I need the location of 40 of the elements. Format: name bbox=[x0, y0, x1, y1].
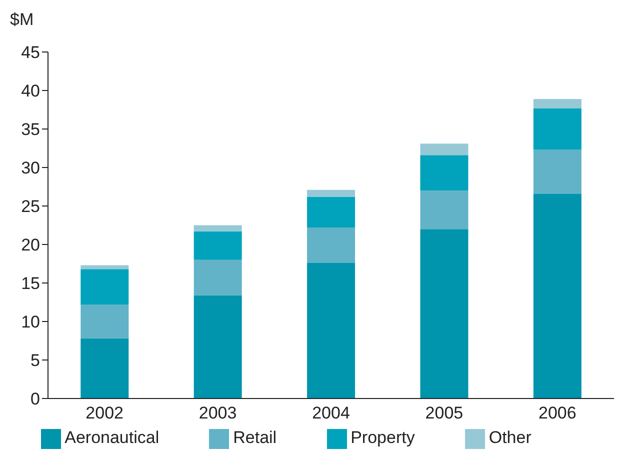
bar bbox=[307, 190, 356, 197]
y-tick-label: 20 bbox=[21, 236, 40, 255]
legend-label: Aeronautical bbox=[64, 428, 160, 448]
bar bbox=[80, 338, 129, 398]
x-tick-label: 2003 bbox=[198, 404, 237, 423]
bar bbox=[533, 108, 582, 150]
y-tick-label: 0 bbox=[30, 390, 40, 409]
y-tick-label: 25 bbox=[21, 197, 40, 216]
bar bbox=[307, 196, 356, 228]
bar bbox=[80, 304, 129, 338]
bar bbox=[420, 229, 468, 398]
bar bbox=[420, 144, 468, 156]
y-tick-label: 10 bbox=[21, 312, 40, 332]
y-axis-title: $M bbox=[10, 10, 34, 30]
x-tick-label: 2006 bbox=[538, 404, 576, 423]
bar bbox=[194, 295, 242, 398]
y-tick-label: 5 bbox=[30, 351, 40, 370]
x-tick-label: 2002 bbox=[86, 404, 124, 423]
bar bbox=[80, 269, 129, 305]
bar bbox=[194, 231, 242, 260]
legend-label: Retail bbox=[233, 428, 277, 448]
bar bbox=[533, 98, 582, 108]
bar bbox=[194, 260, 242, 296]
bar bbox=[307, 262, 356, 398]
y-tick-label: 30 bbox=[21, 158, 40, 178]
y-tick-label: 15 bbox=[21, 274, 40, 294]
bar bbox=[533, 194, 582, 398]
bar bbox=[420, 190, 468, 230]
bar bbox=[80, 265, 129, 270]
legend-label: Other bbox=[488, 428, 532, 448]
bar bbox=[420, 155, 468, 191]
bar bbox=[533, 150, 582, 194]
bar bbox=[307, 228, 356, 263]
bar bbox=[194, 225, 242, 232]
y-tick-label: 40 bbox=[21, 82, 40, 101]
legend-label: Property bbox=[350, 428, 415, 448]
x-tick-label: 2005 bbox=[425, 404, 464, 423]
x-tick-label: 2004 bbox=[312, 404, 350, 423]
y-tick-label: 45 bbox=[21, 43, 40, 62]
y-tick-label: 35 bbox=[21, 120, 40, 140]
